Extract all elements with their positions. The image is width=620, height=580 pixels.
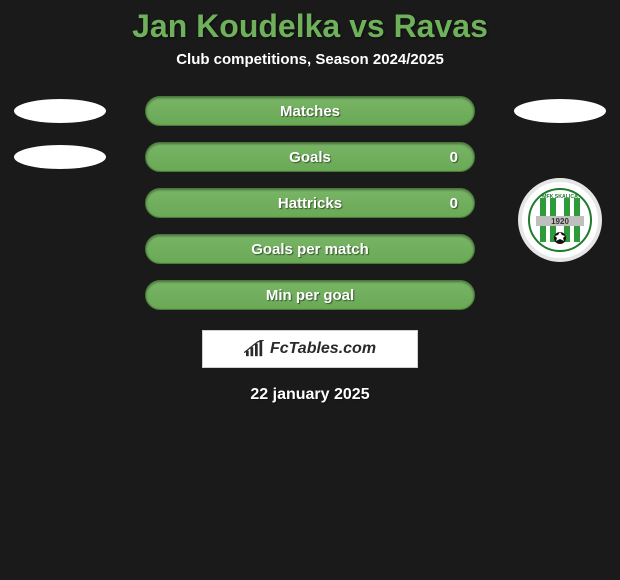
club-logo-right: 1920 MFK SKALICA [518,178,602,262]
stat-row: Matches [0,96,620,126]
stat-bar: Goals per match [145,234,475,264]
watermark-text: FcTables.com [270,340,376,358]
stat-label: Min per goal [266,287,354,304]
stat-label: Hattricks [278,195,342,212]
svg-text:MFK SKALICA: MFK SKALICA [542,194,578,200]
stat-bar: Hattricks 0 [145,188,475,218]
right-team-badge [514,99,606,123]
stat-value-right: 0 [450,195,458,212]
stat-bar: Matches [145,96,475,126]
stat-label: Goals per match [251,241,369,258]
svg-text:1920: 1920 [551,217,569,226]
page-title: Jan Koudelka vs Ravas [132,8,488,45]
stat-bar: Min per goal [145,280,475,310]
stat-label: Goals [289,149,331,166]
comparison-card: Jan Koudelka vs Ravas Club competitions,… [0,0,620,404]
subtitle: Club competitions, Season 2024/2025 [176,51,444,68]
stat-value-right: 0 [450,149,458,166]
watermark: FcTables.com [202,330,418,368]
date-label: 22 january 2025 [250,386,369,404]
stat-row: Min per goal [0,280,620,310]
chart-icon [244,340,266,358]
club-crest-icon: 1920 MFK SKALICA [528,188,592,252]
stat-row: Goals 0 [0,142,620,172]
left-team-badge [14,145,106,169]
left-team-badge [14,99,106,123]
stat-bar: Goals 0 [145,142,475,172]
stat-label: Matches [280,103,340,120]
